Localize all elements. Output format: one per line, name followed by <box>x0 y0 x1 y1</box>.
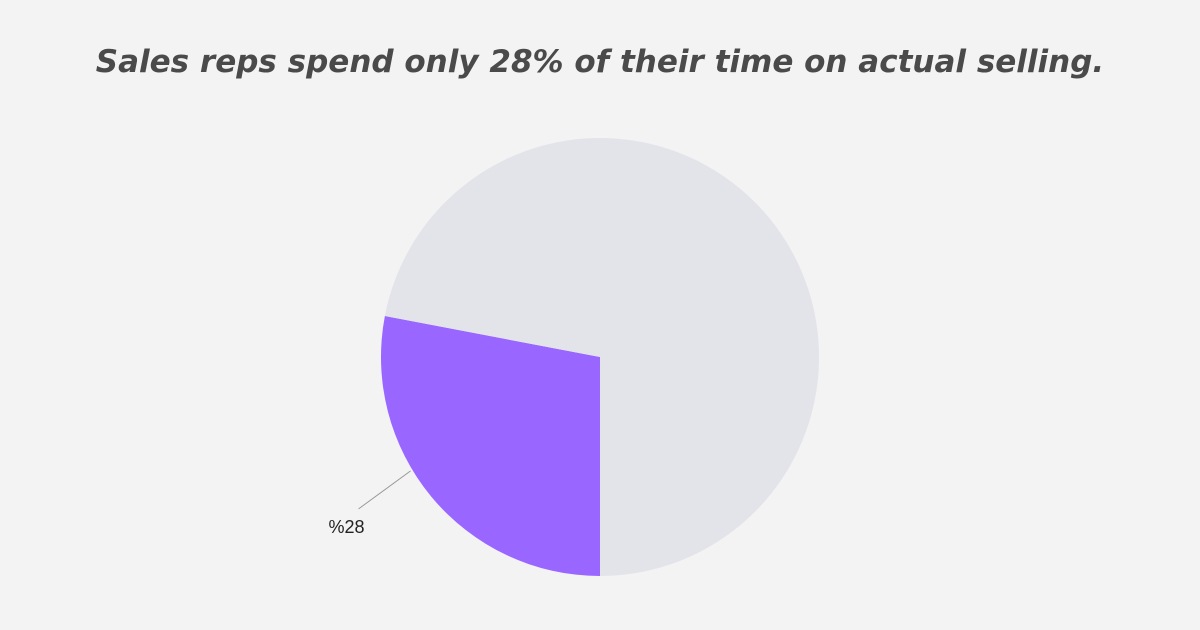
pie-labels: %28 <box>329 470 411 537</box>
chart-title: Sales reps spend only 28% of their time … <box>95 44 1105 80</box>
pie-slice-0 <box>381 315 600 576</box>
pie-slice-1 <box>384 137 819 576</box>
pie-label-leader-0 <box>358 470 411 510</box>
pie-slices <box>381 137 819 576</box>
pie-slice-label-0: %28 <box>329 517 365 537</box>
